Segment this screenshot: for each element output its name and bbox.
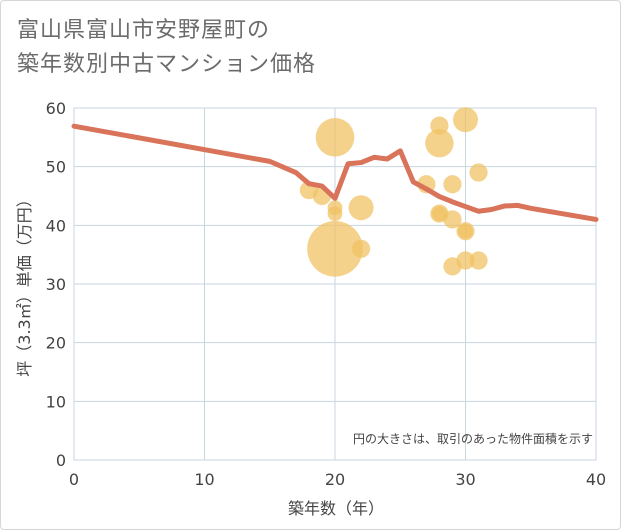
y-tick-label: 20 (46, 334, 66, 353)
y-axis-label: 坪（3.3㎡）単価（万円） (15, 191, 34, 376)
y-tick-label: 60 (46, 99, 66, 118)
bubble-point (327, 206, 343, 222)
y-tick-label: 50 (46, 158, 66, 177)
bubble-point (348, 195, 374, 221)
chart-title: 富山県富山市安野屋町の 築年数別中古マンション価格 (17, 14, 577, 82)
y-tick-label: 30 (46, 275, 66, 294)
grid-lines (73, 107, 597, 461)
x-tick-label: 30 (455, 470, 475, 489)
bubble-size-note: 円の大きさは、取引のあった物件面積を示す (353, 431, 593, 446)
bubble-point (443, 175, 462, 194)
y-tick-label: 10 (46, 392, 66, 411)
y-tick-label: 40 (46, 216, 66, 235)
average-price-line (71, 123, 599, 222)
average-line-series (71, 123, 599, 222)
x-tick-label: 20 (325, 470, 345, 489)
x-tick-label: 40 (586, 470, 606, 489)
bubble-point (307, 221, 363, 277)
x-axis-label: 築年数（年） (288, 499, 384, 518)
y-tick-label: 0 (56, 451, 66, 470)
axis-ticks: 0 10 20 30 40 0 10 20 30 40 50 60 (46, 99, 607, 489)
bubble-point (315, 118, 355, 157)
bubble-point (469, 251, 488, 270)
bubble-point (456, 251, 475, 270)
x-tick-label: 0 (69, 470, 79, 489)
bubble-point (432, 206, 447, 222)
chart-title-line-2: 築年数別中古マンション価格 (17, 52, 317, 77)
chart-title-line-1: 富山県富山市安野屋町の (17, 18, 271, 43)
bubble-point (352, 239, 371, 258)
bubble-point (443, 210, 462, 229)
bubble-point (453, 107, 478, 133)
bubble-point (425, 129, 454, 158)
x-tick-label: 10 (194, 470, 214, 489)
bubble-point (458, 223, 473, 239)
bubble-point (469, 163, 488, 182)
